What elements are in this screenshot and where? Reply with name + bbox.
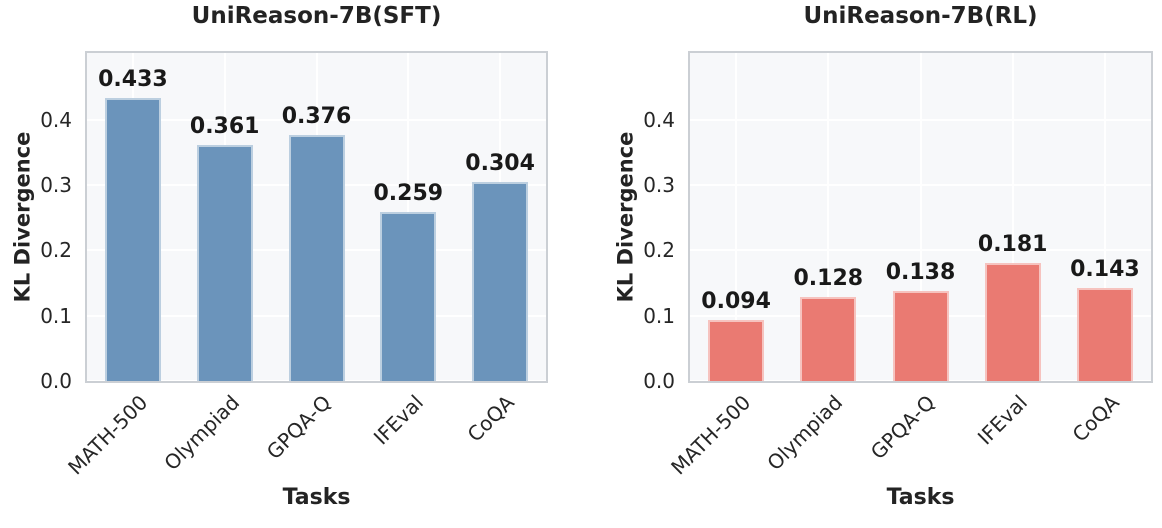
x-tick-label-IFEval: IFEval	[368, 390, 428, 450]
gridline-vertical	[1103, 53, 1106, 381]
x-tick-label-Olympiad: Olympiad	[159, 390, 244, 476]
x-tick-label-IFEval: IFEval	[972, 390, 1032, 450]
bar-CoQA	[472, 182, 529, 381]
gridline-vertical	[735, 53, 738, 381]
chart-unireason-sft: UniReason-7B(SFT) KL Divergence 0.433 0.3…	[10, 3, 548, 510]
bar-value-label: 0.361	[189, 114, 260, 139]
chart-title: UniReason-7B(RL)	[803, 3, 1038, 29]
y-tick-label: 0.0	[643, 369, 675, 393]
gridline-vertical	[919, 53, 922, 381]
bar-value-label: 0.138	[885, 260, 956, 285]
plot-area: 0.433 0.361 0.376 0.259 0.304	[85, 51, 548, 383]
bar-IFEval	[380, 212, 437, 381]
x-tick-label-CoQA: CoQA	[463, 390, 520, 447]
bar-value-label: 0.094	[701, 289, 771, 314]
gridline-vertical	[827, 53, 830, 381]
bar-GPQA-Q	[288, 135, 345, 381]
y-tick-label: 0.4	[40, 107, 72, 132]
x-tick-label-CoQA: CoQA	[1067, 390, 1125, 447]
y-axis-label: KL Divergence	[10, 131, 34, 303]
x-axis-label: Tasks	[886, 485, 955, 510]
bar-value-label: 0.128	[793, 266, 864, 291]
plot-area: 0.094 0.128 0.138 0.181 0.143	[688, 51, 1153, 383]
bar-MATH-500	[708, 320, 765, 381]
x-tick-label-MATH-500: MATH-500	[63, 390, 153, 480]
chart-unireason-rl: UniReason-7B(RL) KL Divergence 0.094 0.12…	[581, 0, 1162, 528]
y-tick-label: 0.2	[643, 238, 675, 263]
bar-value-label: 0.143	[1070, 257, 1140, 282]
y-tick-label: 0.1	[40, 303, 72, 328]
bar-value-label: 0.304	[465, 151, 535, 176]
y-axis-label: KL Divergence	[613, 131, 637, 303]
bar-MATH-500	[104, 98, 161, 381]
y-tick-label: 0.3	[40, 172, 72, 197]
bar-value-label: 0.181	[977, 232, 1048, 257]
bar-IFEval	[984, 263, 1041, 381]
y-tick-label: 0.1	[643, 303, 675, 328]
x-tick-label-MATH-500: MATH-500	[666, 390, 756, 480]
bar-Olympiad	[800, 297, 857, 381]
y-tick-label: 0.2	[40, 238, 72, 263]
x-tick-label-GPQA-Q: GPQA-Q	[262, 390, 336, 464]
y-tick-label: 0.4	[643, 107, 675, 132]
gridline-vertical	[1011, 53, 1014, 381]
bar-GPQA-Q	[892, 291, 949, 381]
bar-Olympiad	[196, 145, 253, 381]
chart-title: UniReason-7B(SFT)	[191, 3, 442, 29]
y-tick-label: 0.0	[40, 369, 72, 393]
x-tick-label-Olympiad: Olympiad	[762, 390, 848, 476]
x-axis-label: Tasks	[282, 485, 351, 510]
x-tick-label-GPQA-Q: GPQA-Q	[866, 390, 940, 464]
bar-value-label: 0.376	[281, 104, 352, 129]
bar-value-label: 0.433	[98, 67, 168, 92]
y-tick-label: 0.3	[643, 172, 675, 197]
bar-CoQA	[1076, 288, 1133, 381]
bar-value-label: 0.259	[373, 181, 444, 206]
